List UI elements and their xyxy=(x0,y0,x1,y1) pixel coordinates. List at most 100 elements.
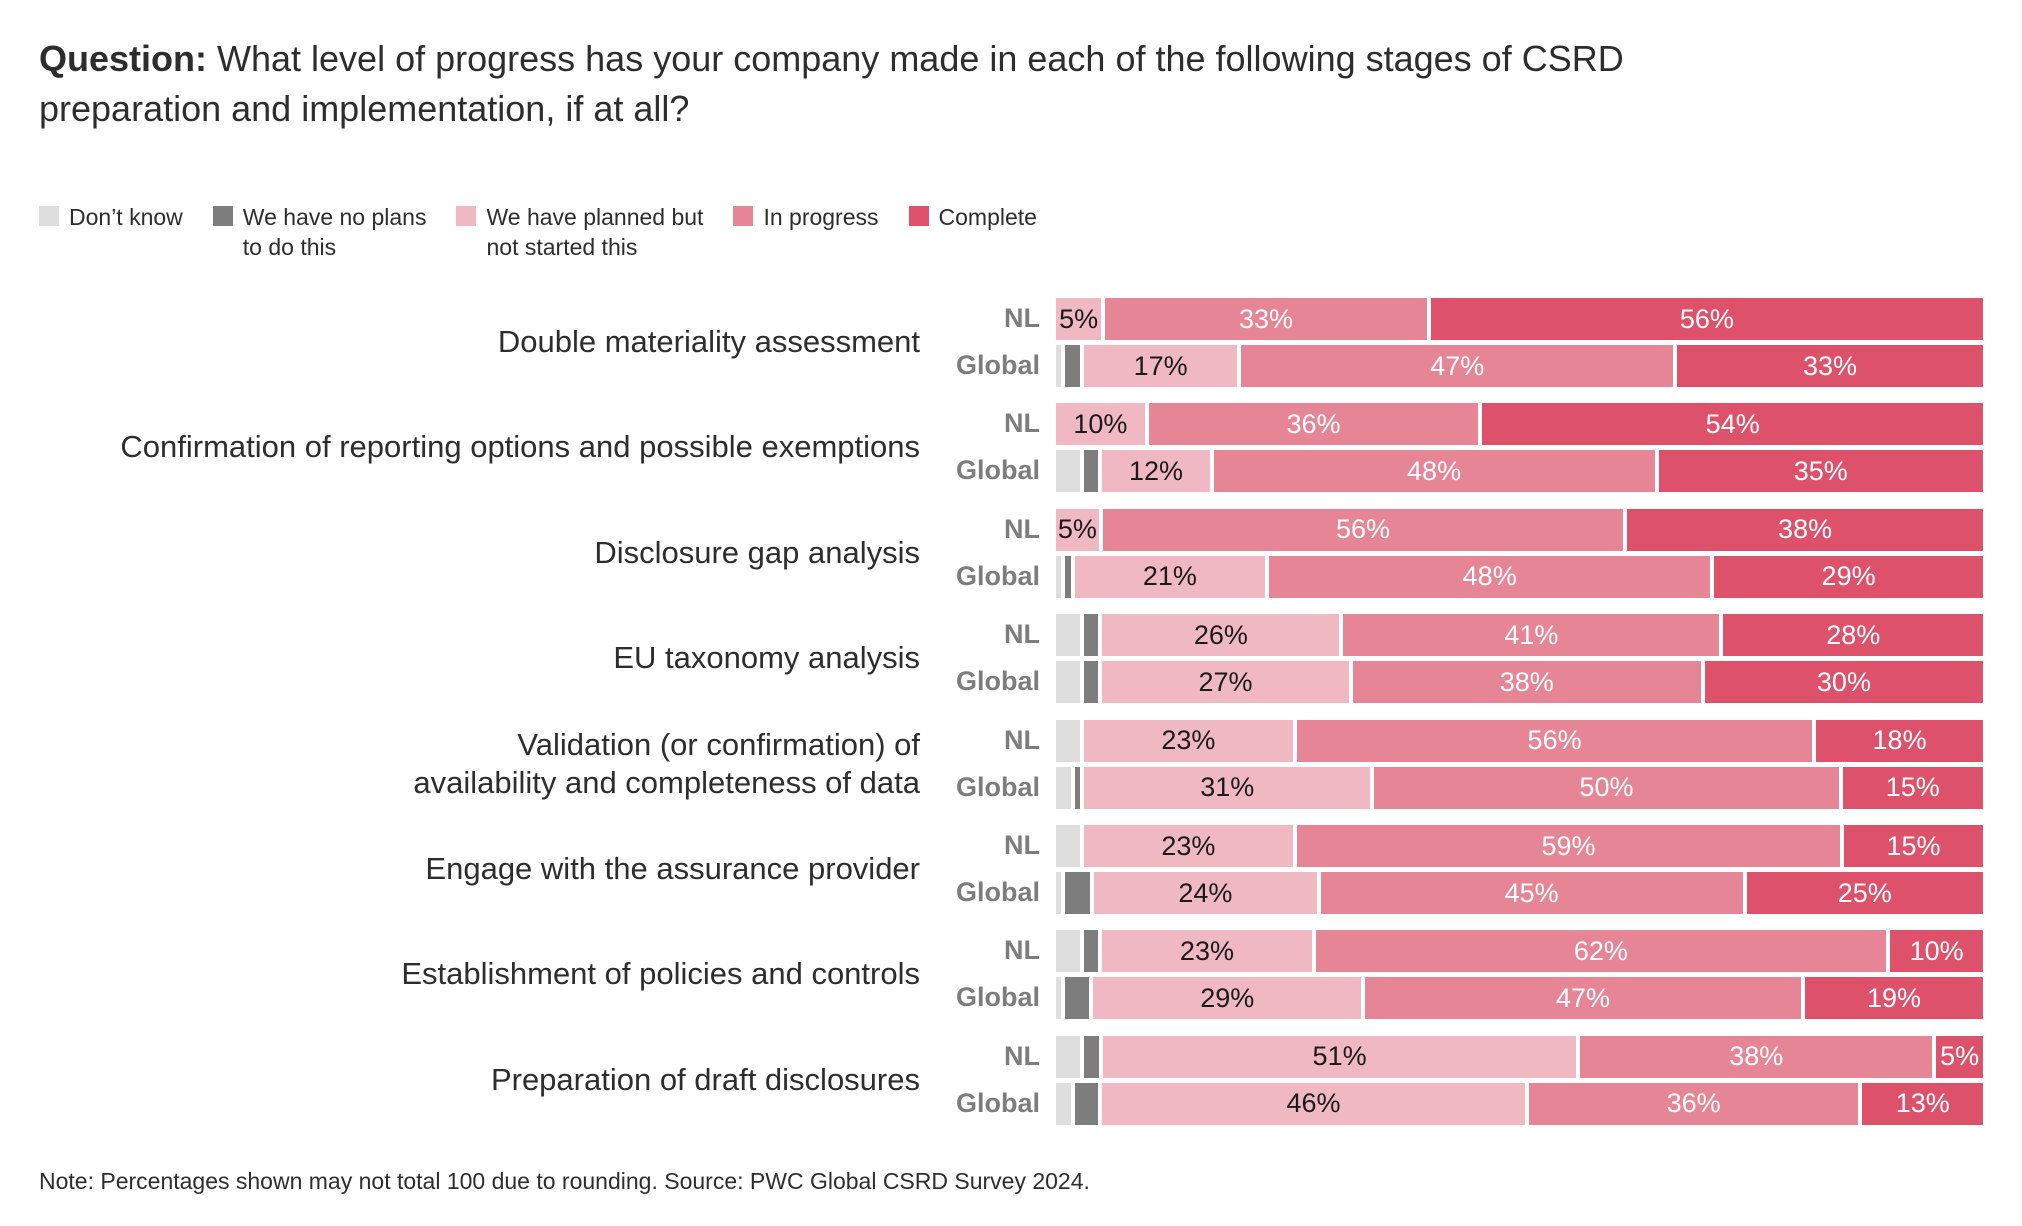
data-label: 23% xyxy=(1179,935,1234,966)
bar-segment: 33% xyxy=(1677,345,1983,387)
data-label: 35% xyxy=(1793,455,1848,486)
data-label: 33% xyxy=(1238,303,1294,334)
row-label-nl: NL xyxy=(1004,408,1040,439)
legend-item: We have planned but not started this xyxy=(456,202,703,262)
bar-segment xyxy=(1074,766,1081,809)
legend-swatch xyxy=(39,206,59,226)
data-label: 27% xyxy=(1198,666,1253,697)
data-label: 29% xyxy=(1200,982,1255,1013)
bar-segment: 5% xyxy=(1936,1035,1983,1078)
bar-segment: 36% xyxy=(1528,1082,1859,1125)
bar-segment xyxy=(1065,345,1080,387)
data-label: 21% xyxy=(1142,561,1197,592)
data-label: 12% xyxy=(1128,455,1183,486)
bar-segment: 30% xyxy=(1704,661,1983,704)
bar-segment xyxy=(1056,661,1080,704)
data-label: 18% xyxy=(1872,725,1927,756)
bar-segment: 45% xyxy=(1320,872,1743,914)
bar-segment xyxy=(1056,977,1062,1020)
data-label: 54% xyxy=(1705,408,1760,439)
row-label-global: Global xyxy=(955,982,1040,1013)
bar-segment: 29% xyxy=(1093,977,1361,1020)
footnote: Note: Percentages shown may not total 10… xyxy=(39,1168,1090,1194)
row-label-nl: NL xyxy=(1004,513,1040,544)
bar-segment: 47% xyxy=(1241,345,1674,387)
data-label: 28% xyxy=(1826,619,1881,650)
data-label: 56% xyxy=(1679,303,1734,334)
bar-segment: 62% xyxy=(1315,930,1887,973)
data-label: 5% xyxy=(1940,1041,1980,1072)
data-label: 33% xyxy=(1803,350,1858,381)
bar-segment: 17% xyxy=(1083,345,1238,387)
data-label: 25% xyxy=(1837,877,1892,908)
bar-segment xyxy=(1083,661,1099,704)
legend-swatch xyxy=(733,206,754,226)
data-label: 15% xyxy=(1885,772,1940,803)
data-label: 41% xyxy=(1504,619,1559,650)
bar-segment: 10% xyxy=(1890,930,1983,973)
bar-segment: 15% xyxy=(1843,825,1983,867)
data-label: 36% xyxy=(1666,1088,1721,1119)
bar-segment: 56% xyxy=(1297,719,1813,762)
legend-label: Complete xyxy=(938,204,1037,230)
legend-swatch xyxy=(908,206,929,226)
bar-segment: 56% xyxy=(1102,508,1624,551)
bar-segment: 54% xyxy=(1482,403,1983,446)
data-label: 46% xyxy=(1286,1088,1341,1119)
bar-segment: 35% xyxy=(1658,450,1983,493)
bar-segment: 26% xyxy=(1102,614,1340,657)
category-label: EU taxonomy analysis xyxy=(613,640,920,676)
category-label: Preparation of draft disclosures xyxy=(490,1061,920,1097)
bar-segment: 38% xyxy=(1627,508,1983,551)
row-label-nl: NL xyxy=(1004,935,1040,966)
bar-segment: 51% xyxy=(1102,1035,1577,1078)
data-label: 45% xyxy=(1504,877,1559,908)
bar-segment xyxy=(1056,1035,1081,1078)
bar-segment: 59% xyxy=(1297,825,1840,867)
row-label-nl: NL xyxy=(1004,830,1040,860)
row-label-nl: NL xyxy=(1004,1040,1040,1071)
data-label: 23% xyxy=(1161,830,1216,861)
data-label: 31% xyxy=(1200,772,1255,803)
bar-segment: 28% xyxy=(1723,614,1983,657)
bar-segment: 27% xyxy=(1102,661,1349,704)
data-label: 29% xyxy=(1821,561,1876,592)
row-label-global: Global xyxy=(955,666,1040,697)
row-label-nl: NL xyxy=(1004,619,1040,650)
bar-segment: 12% xyxy=(1102,450,1210,493)
bar-segment: 48% xyxy=(1213,450,1655,493)
category-label: Double materiality assessment xyxy=(497,324,920,359)
data-label: 56% xyxy=(1527,725,1582,756)
bar-segment: 10% xyxy=(1056,403,1145,446)
bar-segment xyxy=(1083,450,1099,493)
bar-segment xyxy=(1056,555,1062,598)
bar-segment: 46% xyxy=(1102,1082,1525,1125)
bar-segment: 36% xyxy=(1148,403,1479,446)
legend-item: In progress xyxy=(733,202,879,262)
data-label: 10% xyxy=(1909,935,1964,966)
bar-segment: 5% xyxy=(1056,298,1102,340)
legend-label: We have no plans to do this xyxy=(242,204,427,260)
category-label: Confirmation of reporting options and po… xyxy=(120,429,920,465)
bar-segment: 5% xyxy=(1056,508,1099,551)
legend: Don’t know We have no plans to do this We h… xyxy=(39,202,1067,262)
bar-segment: 33% xyxy=(1105,298,1427,340)
row-label-global: Global xyxy=(955,771,1040,802)
bar-segment: 50% xyxy=(1374,766,1839,809)
data-label: 47% xyxy=(1430,350,1485,381)
row-label-global: Global xyxy=(955,455,1040,486)
bar-segment xyxy=(1056,825,1080,867)
category-label: Validation (or confirmation) of availabil… xyxy=(413,726,920,800)
bar-segment: 38% xyxy=(1352,661,1701,704)
legend-swatch xyxy=(212,206,233,226)
bar-segment xyxy=(1056,614,1080,657)
data-label: 5% xyxy=(1057,514,1097,545)
bar-segment: 19% xyxy=(1805,977,1983,1020)
data-label: 62% xyxy=(1573,935,1628,966)
legend-label: We have planned but not started this xyxy=(486,204,704,260)
bar-segment: 23% xyxy=(1083,825,1293,867)
row-label-global: Global xyxy=(955,877,1040,907)
bar-segment xyxy=(1065,977,1090,1020)
legend-label: Don’t know xyxy=(69,204,183,230)
